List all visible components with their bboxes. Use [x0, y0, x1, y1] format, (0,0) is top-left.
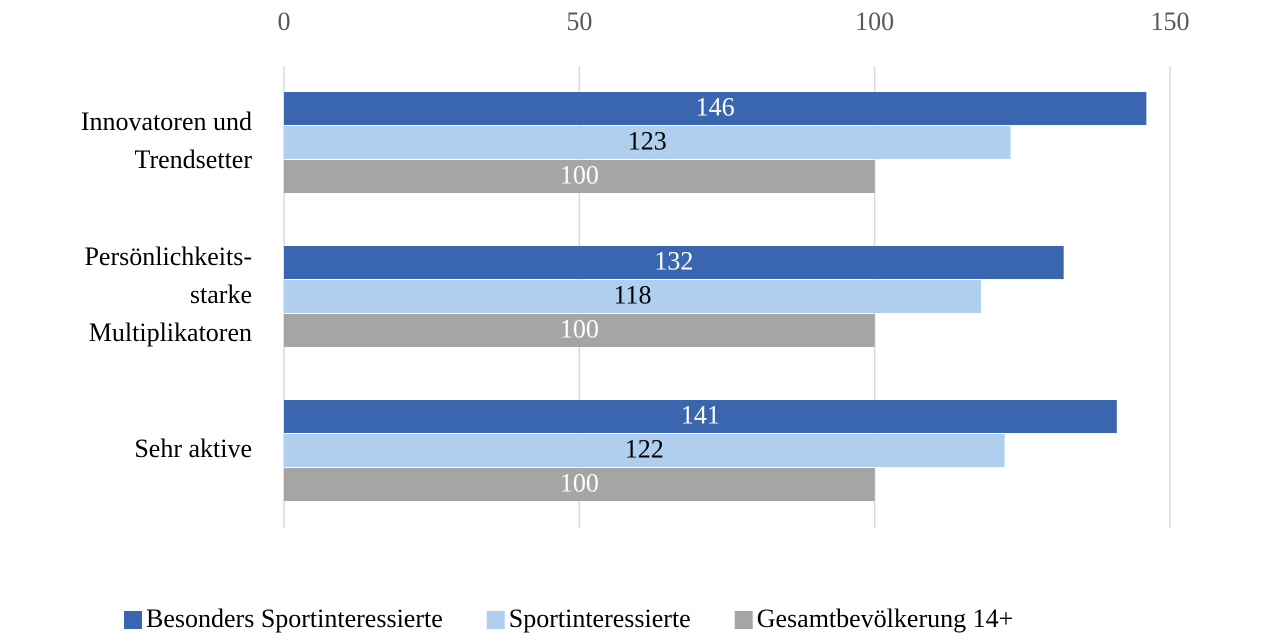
y-tick-label: Sehr aktive	[134, 434, 252, 463]
x-tick-label: 0	[278, 7, 291, 36]
bar	[284, 246, 1064, 279]
y-tick-label: starke	[190, 280, 252, 309]
x-tick-label: 150	[1151, 7, 1190, 36]
data-label: 100	[560, 160, 599, 189]
bar	[284, 160, 875, 193]
legend-label: Besonders Sportinteressierte	[146, 604, 443, 633]
x-tick-label: 100	[855, 7, 894, 36]
y-tick-label: Innovatoren und	[81, 107, 252, 136]
legend-swatch	[486, 611, 505, 629]
y-tick-label: Trendsetter	[135, 145, 253, 174]
bar	[284, 400, 1117, 433]
bar	[284, 468, 875, 501]
bar	[284, 92, 1147, 125]
data-label: 146	[696, 92, 735, 121]
data-label: 122	[625, 434, 664, 463]
y-tick-label: Persönlichkeits-	[84, 242, 252, 271]
legend-label: Gesamtbevölkerung 14+	[757, 604, 1014, 633]
data-label: 118	[613, 280, 651, 309]
bar	[284, 126, 1011, 159]
legend-swatch	[124, 611, 142, 629]
bar	[284, 280, 981, 313]
data-label: 123	[628, 126, 667, 155]
x-tick-label: 50	[566, 7, 592, 36]
y-tick-label: Multiplikatoren	[89, 318, 252, 347]
bar	[284, 434, 1005, 467]
bar	[284, 314, 875, 347]
data-label: 141	[681, 400, 720, 429]
legend-label: Sportinteressierte	[509, 604, 691, 633]
data-label: 132	[654, 246, 693, 275]
data-label: 100	[560, 468, 599, 497]
data-label: 100	[560, 314, 599, 343]
legend-swatch	[734, 611, 753, 629]
